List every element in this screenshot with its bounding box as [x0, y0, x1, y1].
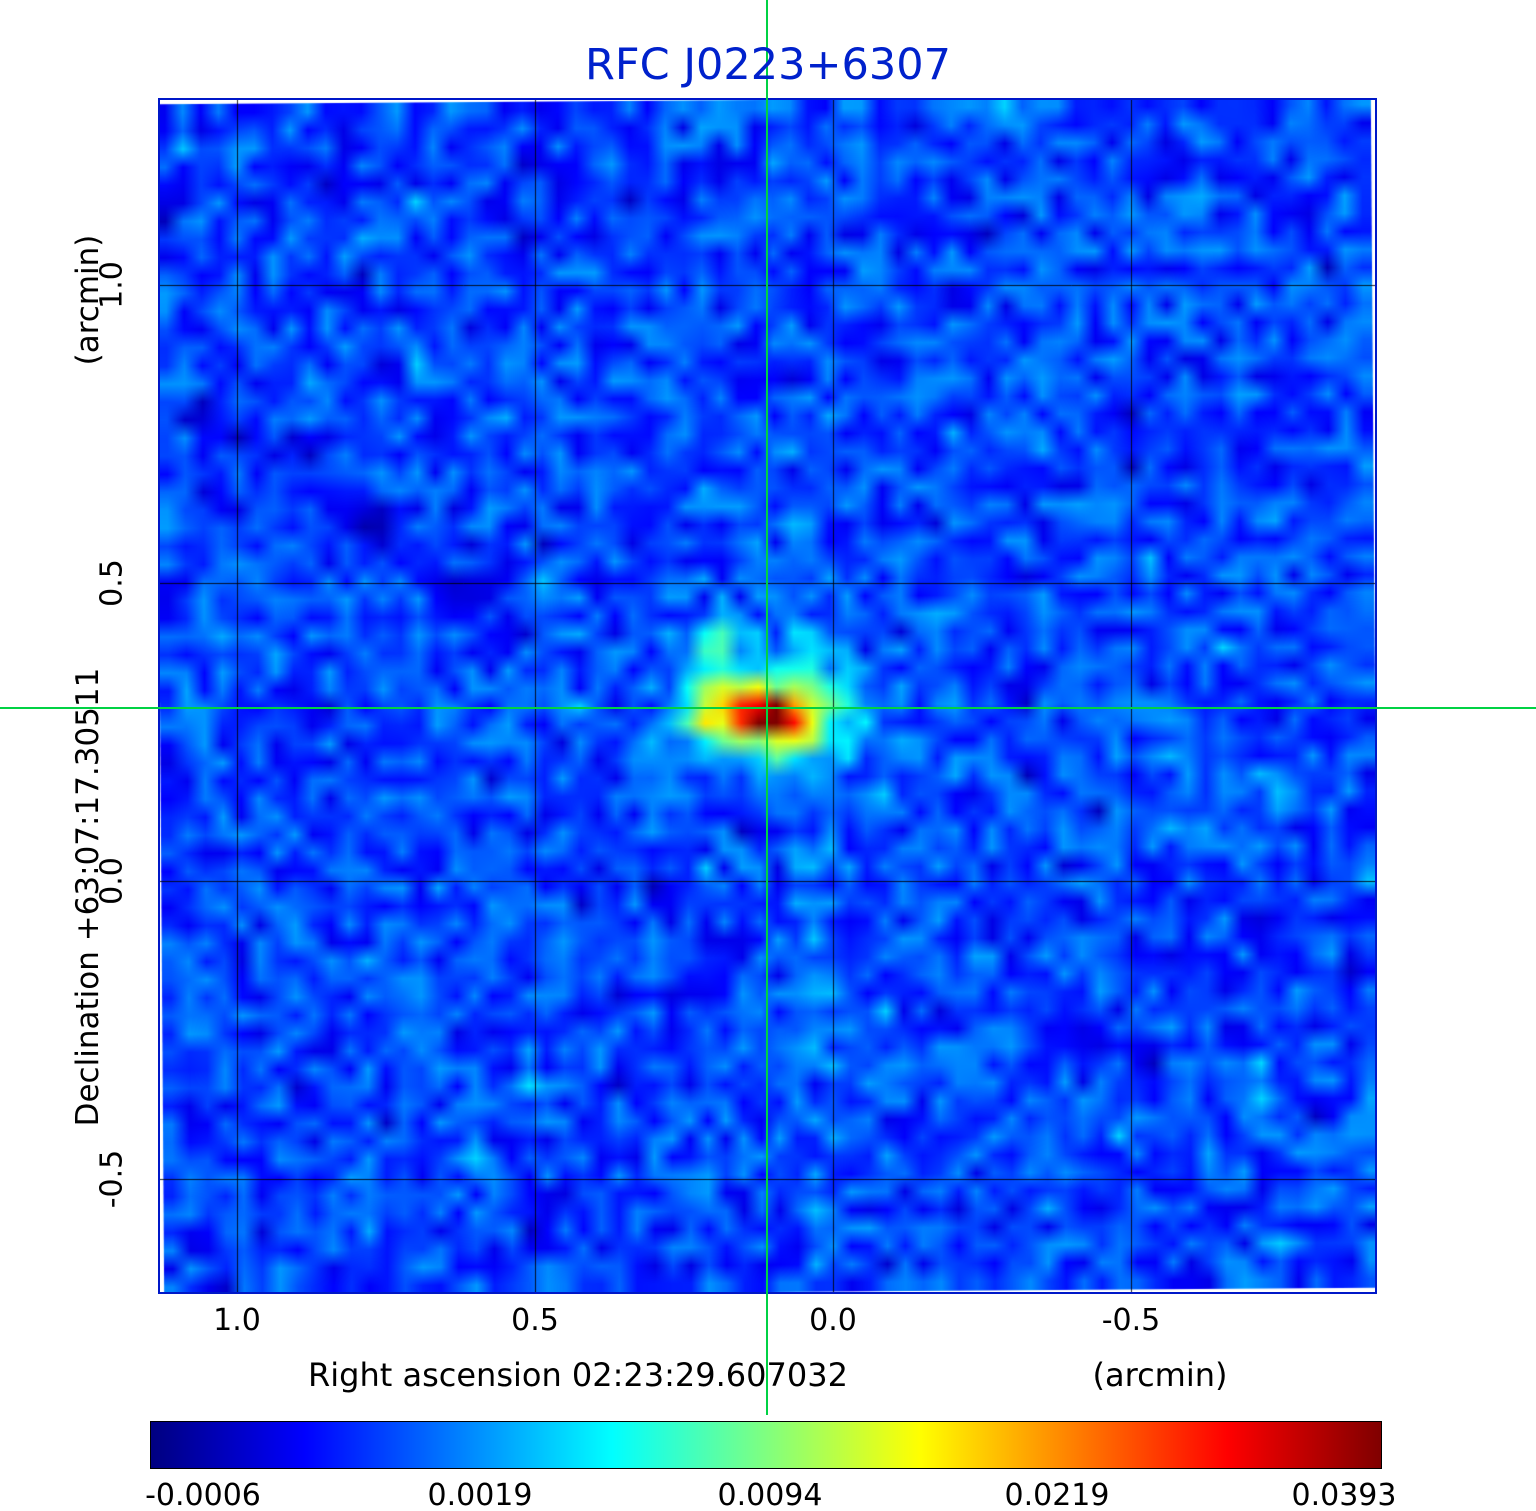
- y-tick-label: 1.0: [94, 261, 130, 309]
- colorbar-tick-label: 0.0393: [1291, 1478, 1397, 1511]
- x-tick-label: 1.0: [213, 1303, 261, 1338]
- x-axis-unit-label: (arcmin): [1092, 1356, 1228, 1394]
- colorbar-tick-label: 0.0219: [1004, 1478, 1110, 1511]
- page-title: RFC J0223+6307: [585, 40, 951, 90]
- x-tick-label: -0.5: [1101, 1303, 1161, 1338]
- colorbar-tick-label: 0.0019: [427, 1478, 533, 1511]
- colorbar-tick-label: -0.0006: [145, 1478, 261, 1511]
- x-tick-label: 0.0: [809, 1303, 857, 1338]
- colorbar-gradient: [150, 1421, 1382, 1469]
- x-axis-label: Right ascension 02:23:29.607032: [308, 1356, 848, 1394]
- x-tick-label: 0.5: [511, 1303, 559, 1338]
- crosshair-horizontal: [0, 707, 1536, 709]
- y-tick-label: -0.5: [94, 1149, 130, 1209]
- y-tick-label: 0.0: [94, 857, 130, 905]
- y-tick-label: 0.5: [94, 559, 130, 607]
- colorbar-tick-label: 0.0094: [717, 1478, 823, 1511]
